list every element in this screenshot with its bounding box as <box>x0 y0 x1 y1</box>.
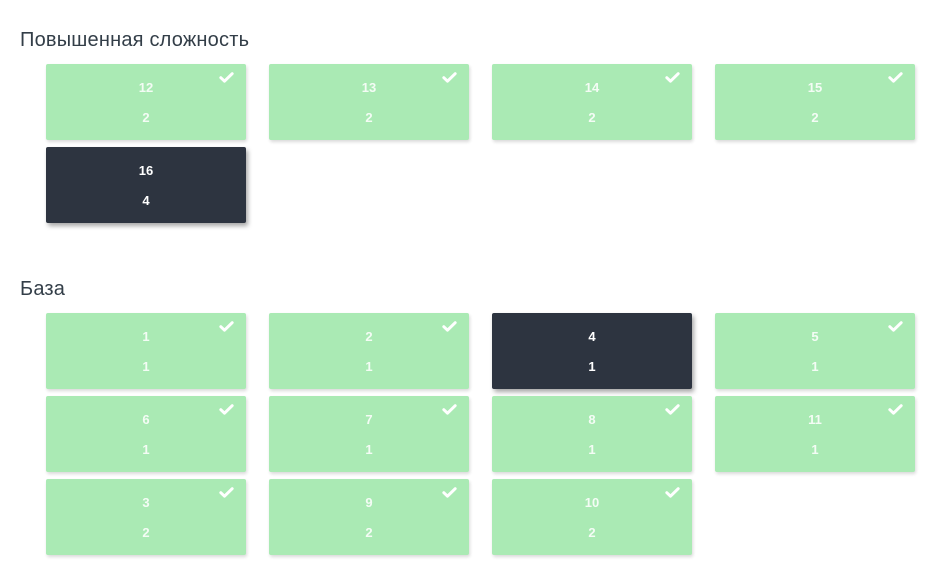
card-value: 2 <box>365 109 373 125</box>
task-card[interactable]: 10 2 <box>492 479 692 555</box>
task-card[interactable]: 6 1 <box>46 396 246 472</box>
task-card[interactable]: 9 2 <box>269 479 469 555</box>
task-card[interactable]: 1 1 <box>46 313 246 389</box>
task-card[interactable]: 13 2 <box>269 64 469 140</box>
card-number: 1 <box>142 328 150 344</box>
section-advanced: Повышенная сложность 12 2 13 2 14 2 15 2… <box>20 26 941 223</box>
card-number: 7 <box>365 411 373 427</box>
card-value: 1 <box>588 441 596 457</box>
section-base: База 1 1 2 1 4 1 5 1 6 1 7 1 <box>20 275 941 555</box>
task-card[interactable]: 4 1 <box>492 313 692 389</box>
card-value: 2 <box>811 109 819 125</box>
check-icon <box>442 72 457 83</box>
card-number: 14 <box>584 79 600 95</box>
card-number: 9 <box>365 494 373 510</box>
card-number: 11 <box>808 411 822 427</box>
card-number: 13 <box>361 79 377 95</box>
card-value: 1 <box>365 441 373 457</box>
card-number: 5 <box>811 328 819 344</box>
card-value: 1 <box>365 358 373 374</box>
card-value: 2 <box>365 524 373 540</box>
task-dashboard: Повышенная сложность 12 2 13 2 14 2 15 2… <box>20 26 941 555</box>
task-card[interactable]: 11 1 <box>715 396 915 472</box>
card-value: 1 <box>142 358 150 374</box>
card-number: 6 <box>142 411 150 427</box>
task-card[interactable]: 12 2 <box>46 64 246 140</box>
check-icon <box>219 487 234 498</box>
check-icon <box>888 72 903 83</box>
card-value: 2 <box>142 109 150 125</box>
card-number: 2 <box>365 328 373 344</box>
check-icon <box>219 321 234 332</box>
task-card[interactable]: 14 2 <box>492 64 692 140</box>
card-value: 4 <box>142 192 150 208</box>
card-number: 12 <box>138 79 154 95</box>
card-value: 1 <box>588 358 596 374</box>
card-grid: 1 1 2 1 4 1 5 1 6 1 7 1 8 1 <box>46 313 941 555</box>
check-icon <box>219 72 234 83</box>
card-number: 8 <box>588 411 596 427</box>
card-value: 1 <box>811 358 819 374</box>
check-icon <box>442 487 457 498</box>
section-title: Повышенная сложность <box>20 29 250 51</box>
task-card[interactable]: 2 1 <box>269 313 469 389</box>
card-value: 1 <box>811 441 819 457</box>
check-icon <box>665 487 680 498</box>
card-number: 4 <box>588 328 596 344</box>
card-value: 2 <box>142 524 150 540</box>
task-card[interactable]: 8 1 <box>492 396 692 472</box>
task-card[interactable]: 16 4 <box>46 147 246 223</box>
card-grid: 12 2 13 2 14 2 15 2 16 4 <box>46 64 941 223</box>
task-card[interactable]: 5 1 <box>715 313 915 389</box>
card-value: 2 <box>588 524 596 540</box>
check-icon <box>888 321 903 332</box>
check-icon <box>665 72 680 83</box>
card-value: 2 <box>588 109 596 125</box>
task-card[interactable]: 15 2 <box>715 64 915 140</box>
task-card[interactable]: 7 1 <box>269 396 469 472</box>
task-card[interactable]: 3 2 <box>46 479 246 555</box>
card-value: 1 <box>142 441 150 457</box>
check-icon <box>442 321 457 332</box>
card-number: 3 <box>142 494 150 510</box>
check-icon <box>442 404 457 415</box>
section-title: База <box>20 278 66 300</box>
card-number: 15 <box>807 79 823 95</box>
card-number: 16 <box>138 162 154 178</box>
check-icon <box>665 404 680 415</box>
check-icon <box>888 404 903 415</box>
card-number: 10 <box>584 494 600 510</box>
check-icon <box>219 404 234 415</box>
